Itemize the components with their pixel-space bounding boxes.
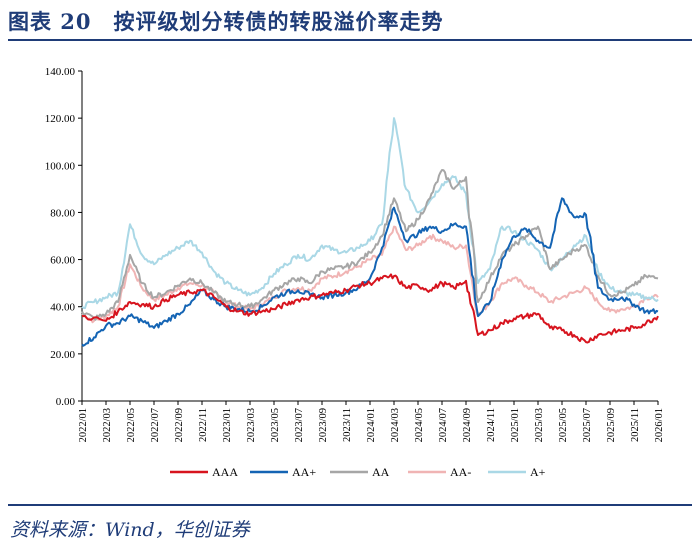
x-tick-label: 2022/09 bbox=[174, 408, 185, 442]
y-tick-label: 20.00 bbox=[50, 349, 75, 361]
x-tick-label: 2023/01 bbox=[222, 408, 233, 442]
figure-title: 图表 20 按评级划分转债的转股溢价率走势 bbox=[8, 9, 444, 34]
chart-axes: 0.00 20.00 40.00 60.00 80.00 100.00 120.00 140.… bbox=[45, 66, 665, 442]
y-tick-label: 60.00 bbox=[50, 255, 75, 267]
x-tick-label: 2024/03 bbox=[390, 408, 401, 442]
x-tick-label: 2022/05 bbox=[126, 408, 137, 442]
x-tick-label: 2023/05 bbox=[270, 408, 281, 442]
x-tick-label: 2026/01 bbox=[654, 408, 665, 442]
x-tick-label: 2025/07 bbox=[582, 408, 593, 442]
x-tick-label: 2025/05 bbox=[558, 408, 569, 442]
x-tick-label: 2022/11 bbox=[198, 408, 209, 442]
x-tick-label: 2025/11 bbox=[630, 408, 641, 442]
legend-label-AA-: AA- bbox=[450, 465, 471, 479]
chart-series bbox=[81, 117, 659, 347]
x-tick-label: 2024/11 bbox=[486, 408, 497, 442]
y-tick-label: 80.00 bbox=[50, 207, 75, 219]
series-line-AA bbox=[81, 169, 659, 321]
x-tick-label: 2022/07 bbox=[150, 408, 161, 442]
y-tick-label: 120.00 bbox=[45, 113, 76, 125]
y-tick-label: 40.00 bbox=[50, 302, 75, 314]
x-tick-label: 2023/11 bbox=[342, 408, 353, 442]
series-line-AA- bbox=[81, 225, 659, 324]
x-tick-label: 2023/03 bbox=[246, 408, 257, 442]
chart-legend: AAA AA+ AA AA- A+ bbox=[170, 465, 546, 479]
title-rule bbox=[8, 39, 692, 41]
x-tick-label: 2025/09 bbox=[606, 408, 617, 442]
x-tick-label: 2024/01 bbox=[366, 408, 377, 442]
line-chart: 0.00 20.00 40.00 60.00 80.00 100.00 120.00 140.… bbox=[45, 66, 665, 479]
source-rule bbox=[8, 504, 692, 506]
legend-label-AA+: AA+ bbox=[292, 465, 316, 479]
x-tick-label: 2022/03 bbox=[102, 408, 113, 442]
y-tick-label: 0.00 bbox=[56, 396, 76, 408]
x-tick-label: 2024/05 bbox=[414, 408, 425, 442]
x-tick-label: 2023/07 bbox=[294, 408, 305, 442]
legend-label-AA: AA bbox=[372, 465, 390, 479]
y-tick-label: 100.00 bbox=[45, 160, 76, 172]
x-tick-label: 2022/01 bbox=[78, 408, 89, 442]
legend-label-A+: A+ bbox=[530, 465, 546, 479]
legend-label-AAA: AAA bbox=[212, 465, 238, 479]
x-tick-label: 2023/09 bbox=[318, 408, 329, 442]
x-tick-label: 2025/03 bbox=[534, 408, 545, 442]
y-tick-label: 140.00 bbox=[45, 66, 76, 78]
source-note: 资料来源：Wind，华创证券 bbox=[10, 519, 250, 541]
x-tick-label: 2024/09 bbox=[462, 408, 473, 442]
series-line-AA+ bbox=[81, 197, 659, 347]
x-tick-label: 2024/07 bbox=[438, 408, 449, 442]
series-line-AAA bbox=[81, 273, 659, 344]
x-tick-label: 2025/01 bbox=[510, 408, 521, 442]
